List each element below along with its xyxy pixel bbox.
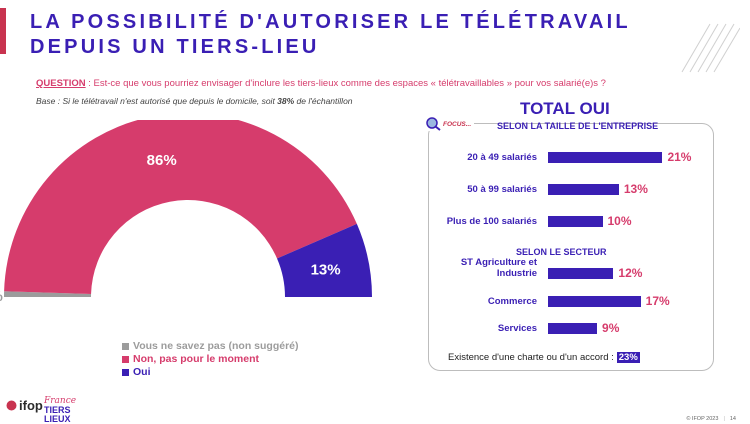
- donut-slice-2: [277, 223, 372, 297]
- donut-slice-0: [4, 291, 92, 297]
- focus-label: FOCUS...: [443, 120, 472, 128]
- legend-label: Non, pas pour le moment: [133, 353, 260, 365]
- france-tiers-lieux-logo: France TIERS LIEUX: [44, 394, 76, 424]
- focus-panel: [428, 123, 714, 371]
- ft-logo-line2: TIERS: [44, 405, 71, 415]
- base-prefix: Base : Si le télétravail n'est autorisé …: [36, 96, 278, 106]
- size-bar-value: 10%: [607, 214, 632, 228]
- legend-item-no: Non, pas pour le moment: [122, 353, 299, 365]
- focus-badge: FOCUS...: [423, 117, 475, 131]
- base-note: Base : Si le télétravail n'est autorisé …: [36, 96, 353, 106]
- sector-category-label: Commerce: [487, 296, 537, 307]
- base-suffix: de l'échantillon: [294, 96, 353, 106]
- ifop-logo: ifop: [6, 398, 43, 413]
- donut-data-label-1: 86%: [147, 152, 177, 169]
- sector-bar-value: 12%: [618, 266, 643, 280]
- legend-swatch: [122, 368, 129, 376]
- legend-swatch: [122, 355, 129, 363]
- page-number: 14: [729, 416, 736, 422]
- diagonal-lines-decoration: [681, 23, 740, 73]
- ft-logo-line1: France: [44, 396, 77, 406]
- magnifier-icon: [426, 117, 441, 131]
- legend-item-yes: Oui: [122, 366, 299, 378]
- footer: © IFOP 2023 | 14: [686, 416, 736, 422]
- size-bar-value: 13%: [623, 182, 648, 196]
- question-body: : Est-ce que vous pourriez envisager d'i…: [85, 78, 606, 89]
- charter-text: Existence d'une charte ou d'un accord :: [448, 352, 614, 363]
- legend-label: Vous ne savez pas (non suggéré): [133, 340, 299, 352]
- sector-bar: [548, 268, 614, 279]
- footer-copyright: © IFOP 2023: [686, 416, 719, 422]
- title-accent-bar: [0, 8, 6, 54]
- legend-item-dont-know: Vous ne savez pas (non suggéré): [122, 340, 299, 352]
- sector-bar: [548, 296, 641, 307]
- legend-label: Oui: [133, 366, 151, 378]
- size-category-label: 50 à 99 salariés: [467, 184, 537, 195]
- base-pct: 38%: [277, 96, 295, 106]
- page-title: LA POSSIBILITÉ D'AUTORISER LE TÉLÉTRAVAI…: [30, 11, 631, 58]
- size-category-label: 20 à 49 salariés: [467, 152, 537, 163]
- question-label: QUESTION: [36, 78, 86, 89]
- donut-data-label-2: 13%: [311, 262, 341, 279]
- semi-donut-chart: 1% 86% 13%: [0, 120, 372, 305]
- size-category-label: Plus de 100 salariés: [446, 216, 537, 227]
- ifop-logo-text: ifop: [19, 398, 43, 413]
- section-title-size: SELON LA TAILLE DE L'ENTREPRISE: [497, 121, 659, 131]
- size-bar-value: 21%: [667, 150, 692, 164]
- total-oui-title: TOTAL OUI: [520, 99, 610, 118]
- donut-slice-1: [4, 120, 357, 294]
- donut-data-label-0: 1%: [0, 288, 3, 305]
- size-bar: [548, 152, 663, 163]
- donut-legend: Vous ne savez pas (non suggéré) Non, pas…: [122, 340, 299, 379]
- sector-bar: [548, 323, 598, 334]
- section-title-sector: SELON LE SECTEUR: [516, 247, 607, 257]
- size-bar: [548, 184, 619, 195]
- legend-swatch: [122, 342, 129, 350]
- question-text: QUESTION : Est-ce que vous pourriez envi…: [36, 78, 606, 89]
- sector-category-label: Services: [497, 323, 537, 334]
- ft-logo-line3: LIEUX: [44, 414, 71, 424]
- charter-value: 23%: [616, 352, 640, 363]
- sector-bar-value: 9%: [602, 321, 620, 335]
- sector-category-label: ST Agriculture et Industrie: [460, 257, 537, 279]
- sector-bar-value: 17%: [645, 294, 670, 308]
- charter-line: Existence d'une charte ou d'un accord :2…: [448, 352, 640, 363]
- ifop-logo-icon: [6, 400, 17, 411]
- size-bar: [548, 216, 603, 227]
